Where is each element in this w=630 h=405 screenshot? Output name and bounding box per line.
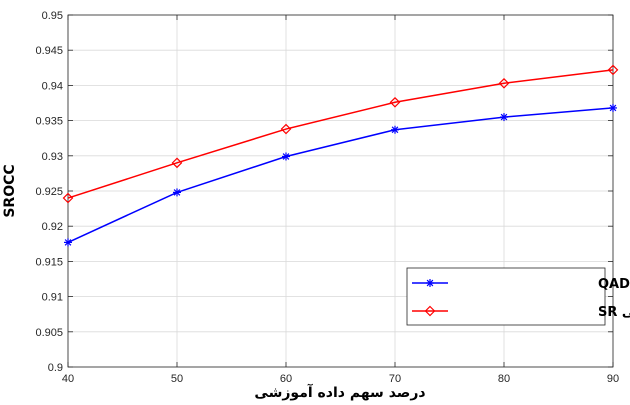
grid-lines: [67, 14, 614, 368]
legend-entries: پایگاه داده QADS پایگاه داده کیفی SR: [412, 276, 630, 320]
x-tick-label: 60: [280, 373, 292, 385]
series-qads-point: [500, 113, 508, 122]
x-tick-label: 50: [171, 373, 183, 385]
series-sr-point: [62, 192, 74, 204]
series-sr-point: [498, 77, 510, 89]
legend-box: [406, 267, 606, 326]
series-qads-point: [609, 103, 617, 112]
series-qads-point: [282, 152, 290, 161]
legend-label: پایگاه داده کیفی SR: [598, 304, 630, 320]
x-axis-title: درصد سهم داده آموزشی: [254, 383, 425, 401]
series-sr: [62, 64, 619, 204]
series-sr-line: [67, 69, 614, 199]
y-tick-label: 0.925: [35, 186, 63, 198]
series-qads-point: [391, 125, 399, 134]
series-qads-line: [67, 107, 614, 244]
y-tick-label: 0.905: [35, 327, 63, 339]
x-tick-label: 70: [389, 373, 401, 385]
legend-entry-sr: پایگاه داده کیفی SR: [412, 304, 630, 320]
legend-marker: [424, 305, 436, 317]
x-tick-label: 90: [607, 373, 619, 385]
axis-ticks: 40 50 60 70 80 90 0.9 0.905 0.91 0.915 0.92 0.925 0.…: [35, 10, 619, 385]
legend: پایگاه داده QADS پایگاه داده کیفی SR: [406, 267, 630, 326]
y-tick-label: 0.92: [42, 221, 63, 233]
y-tick-label: 0.935: [35, 116, 63, 128]
legend-entry-qads: پایگاه داده QADS: [412, 276, 630, 292]
series-sr-point: [389, 96, 401, 108]
series-qads-point: [64, 238, 72, 247]
y-tick-label: 0.9: [48, 362, 63, 374]
series-sr-point: [280, 123, 292, 135]
series-sr-point: [607, 64, 619, 76]
x-tick-label: 80: [498, 373, 510, 385]
y-tick-label: 0.95: [42, 10, 63, 22]
y-tick-label: 0.94: [42, 80, 63, 92]
x-tick-label: 40: [62, 373, 74, 385]
y-tick-label: 0.915: [35, 256, 63, 268]
series-qads: [64, 103, 617, 247]
series-layer: [62, 64, 619, 247]
legend-marker: [426, 279, 434, 287]
y-tick-label: 0.93: [42, 151, 63, 163]
y-tick-label: 0.945: [35, 45, 63, 57]
y-tick-label: 0.91: [42, 292, 63, 304]
legend-label: پایگاه داده QADS: [598, 276, 630, 292]
series-sr-point: [171, 157, 183, 169]
series-qads-point: [173, 188, 181, 197]
y-axis-title: SROCC: [2, 164, 18, 217]
